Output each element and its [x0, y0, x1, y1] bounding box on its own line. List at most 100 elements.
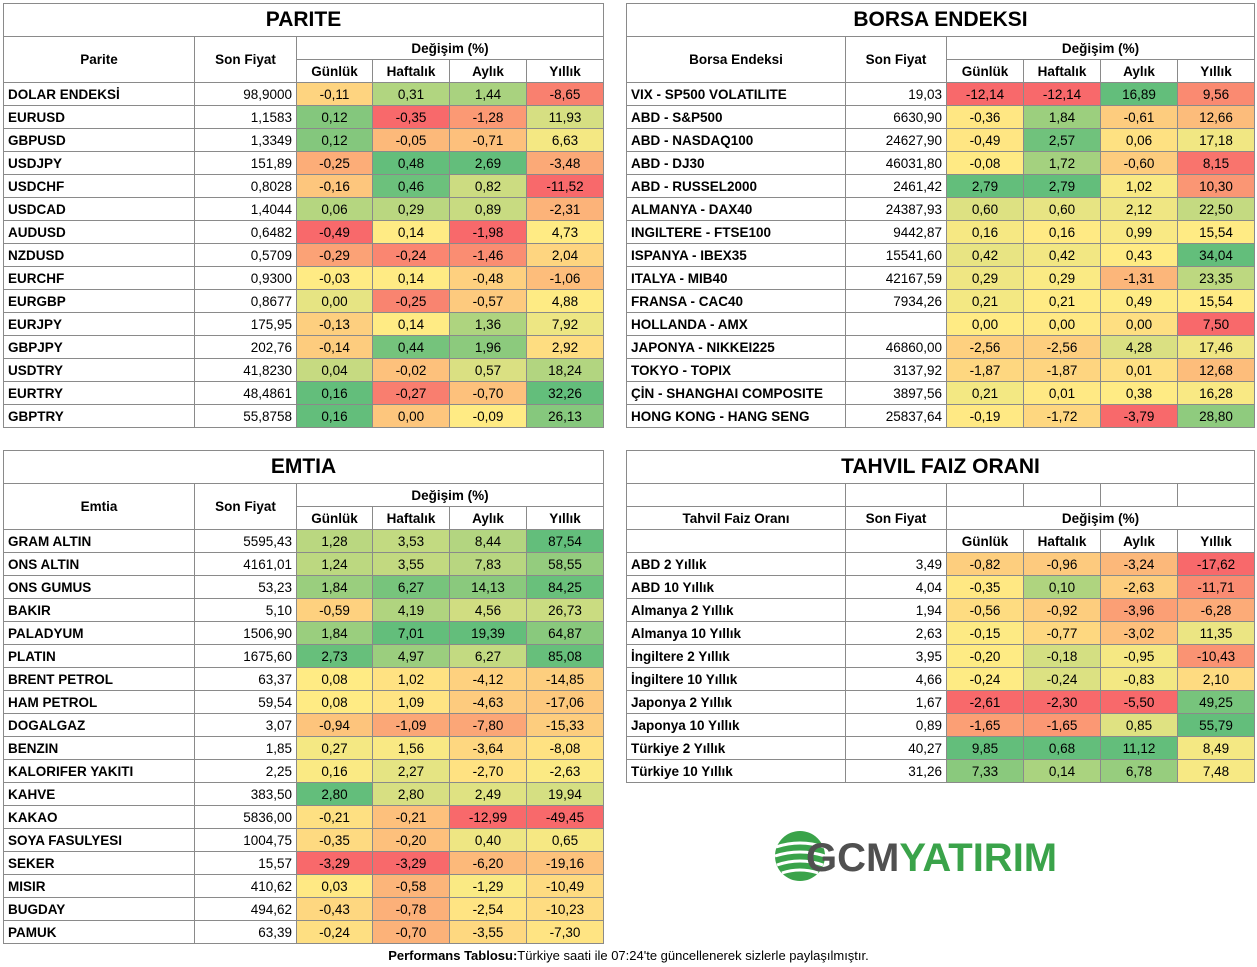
change-cell: -0,96	[1023, 552, 1101, 576]
change-cell: 4,28	[1100, 335, 1178, 359]
row-name: ABD 2 Yıllık	[626, 552, 846, 576]
price-cell: 175,95	[194, 312, 297, 336]
change-cell: -3,48	[526, 151, 604, 175]
change-cell: 16,89	[1100, 82, 1178, 106]
empty-cell	[946, 483, 1024, 507]
change-cell: -12,14	[946, 82, 1024, 106]
row-name: HONG KONG - HANG SENG	[626, 404, 846, 428]
price-cell: 1,4044	[194, 197, 297, 221]
change-cell: -14,85	[526, 667, 604, 691]
change-cell: -10,23	[526, 897, 604, 921]
price-cell: 9442,87	[845, 220, 947, 244]
change-cell: -11,71	[1177, 575, 1255, 599]
change-cell: 2,80	[296, 782, 373, 806]
change-cell: -0,83	[1100, 667, 1178, 691]
change-cell: 15,54	[1177, 220, 1255, 244]
row-name: INGILTERE - FTSE100	[626, 220, 846, 244]
period-header: Günlük	[946, 529, 1024, 553]
price-cell: 0,6482	[194, 220, 297, 244]
change-cell: 0,10	[1023, 575, 1101, 599]
change-cell: -10,43	[1177, 644, 1255, 668]
change-cell: 11,93	[526, 105, 604, 129]
change-cell: -0,25	[372, 289, 450, 313]
price-cell: 48,4861	[194, 381, 297, 405]
change-cell: 7,83	[449, 552, 527, 576]
price-cell: 15541,60	[845, 243, 947, 267]
change-cell: 0,29	[1023, 266, 1101, 290]
row-name: GRAM ALTIN	[3, 529, 195, 553]
price-cell: 494,62	[194, 897, 297, 921]
price-cell: 15,57	[194, 851, 297, 875]
change-cell: -0,35	[296, 828, 373, 852]
change-cell: 1,09	[372, 690, 450, 714]
change-cell: -5,50	[1100, 690, 1178, 714]
group-header: Değişim (%)	[296, 36, 604, 60]
row-name: Almanya 10 Yıllık	[626, 621, 846, 645]
price-cell: 98,9000	[194, 82, 297, 106]
change-cell: 0,43	[1100, 243, 1178, 267]
row-name: ABD - DJ30	[626, 151, 846, 175]
change-cell: -2,63	[1100, 575, 1178, 599]
change-cell: 1,44	[449, 82, 527, 106]
price-cell: 2,63	[845, 621, 947, 645]
row-name: KALORIFER YAKITI	[3, 759, 195, 783]
price-cell: 3137,92	[845, 358, 947, 382]
change-cell: -7,30	[526, 920, 604, 944]
table-title: TAHVIL FAIZ ORANI	[626, 450, 1255, 484]
change-cell: 2,92	[526, 335, 604, 359]
change-cell: -0,95	[1100, 644, 1178, 668]
change-cell: -1,87	[946, 358, 1024, 382]
change-cell: 9,56	[1177, 82, 1255, 106]
change-cell: -3,96	[1100, 598, 1178, 622]
change-cell: -1,06	[526, 266, 604, 290]
price-cell: 59,54	[194, 690, 297, 714]
change-cell: 0,14	[372, 312, 450, 336]
price-cell	[845, 312, 947, 336]
row-name: BRENT PETROL	[3, 667, 195, 691]
price-cell: 31,26	[845, 759, 947, 783]
price-cell: 151,89	[194, 151, 297, 175]
empty-cell	[626, 529, 846, 553]
footer-text: Türkiye saati ile 07:24'te güncellenerek…	[517, 948, 869, 963]
change-cell: -8,65	[526, 82, 604, 106]
change-cell: -8,08	[526, 736, 604, 760]
change-cell: -0,78	[372, 897, 450, 921]
column-header: Son Fiyat	[194, 483, 297, 530]
price-cell: 0,89	[845, 713, 947, 737]
column-header: Borsa Endeksi	[626, 36, 846, 83]
change-cell: 18,24	[526, 358, 604, 382]
row-name: Japonya 2 Yıllık	[626, 690, 846, 714]
change-cell: -0,60	[1100, 151, 1178, 175]
change-cell: 2,80	[372, 782, 450, 806]
change-cell: -3,79	[1100, 404, 1178, 428]
change-cell: -0,24	[296, 920, 373, 944]
change-cell: 0,57	[449, 358, 527, 382]
change-cell: -49,45	[526, 805, 604, 829]
row-name: EURUSD	[3, 105, 195, 129]
row-name: EURCHF	[3, 266, 195, 290]
change-cell: -0,21	[296, 805, 373, 829]
change-cell: -0,58	[372, 874, 450, 898]
change-cell: 1,84	[296, 621, 373, 645]
change-cell: -0,61	[1100, 105, 1178, 129]
change-cell: -0,35	[946, 575, 1024, 599]
change-cell: 1,36	[449, 312, 527, 336]
change-cell: 8,49	[1177, 736, 1255, 760]
row-name: ONS GUMUS	[3, 575, 195, 599]
change-cell: -0,48	[449, 266, 527, 290]
column-header: Tahvil Faiz Oranı	[626, 506, 846, 530]
change-cell: 0,16	[296, 404, 373, 428]
change-cell: -2,30	[1023, 690, 1101, 714]
period-header: Haftalık	[372, 506, 450, 530]
change-cell: -17,62	[1177, 552, 1255, 576]
change-cell: 23,35	[1177, 266, 1255, 290]
price-cell: 1004,75	[194, 828, 297, 852]
change-cell: 2,27	[372, 759, 450, 783]
column-header: Son Fiyat	[194, 36, 297, 83]
period-header: Yıllık	[526, 59, 604, 83]
change-cell: 2,04	[526, 243, 604, 267]
change-cell: 34,04	[1177, 243, 1255, 267]
row-name: HOLLANDA - AMX	[626, 312, 846, 336]
price-cell: 1,94	[845, 598, 947, 622]
